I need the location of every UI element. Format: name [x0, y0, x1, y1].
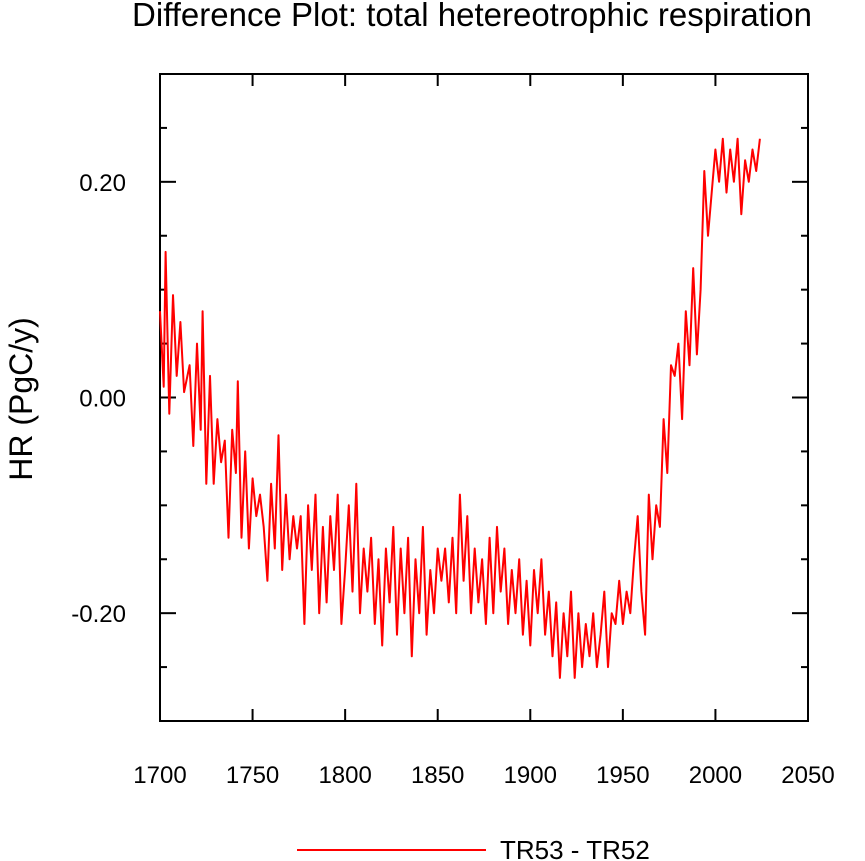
plot-frame [159, 73, 809, 722]
y-axis-label: HR (PgC/y) [3, 317, 39, 481]
x-tick-label: 1850 [411, 762, 464, 789]
y-tick-label: -0.20 [71, 601, 126, 628]
x-tick-label: 1750 [226, 762, 279, 789]
data-series [159, 137, 761, 679]
y-tick-label: 0.00 [79, 386, 126, 413]
y-tick-label: 0.20 [79, 170, 126, 197]
x-tick-label: 1900 [504, 762, 557, 789]
legend: TR53 - TR52 [297, 835, 650, 861]
axis-ticks [159, 73, 809, 722]
x-tick-label: 2000 [689, 762, 742, 789]
series-line-0 [159, 137, 761, 679]
x-tick-label: 1800 [318, 762, 371, 789]
x-tick-label: 1700 [133, 762, 186, 789]
axis-tick-labels: 1700 1750 1800 1850 1900 1950 2000 2050 -0.20 0.0… [71, 170, 834, 789]
legend-label: TR53 - TR52 [500, 835, 650, 861]
x-tick-label: 2050 [781, 762, 834, 789]
chart-title: Difference Plot: total hetereotrophic re… [132, 0, 812, 33]
x-tick-label: 1950 [596, 762, 649, 789]
